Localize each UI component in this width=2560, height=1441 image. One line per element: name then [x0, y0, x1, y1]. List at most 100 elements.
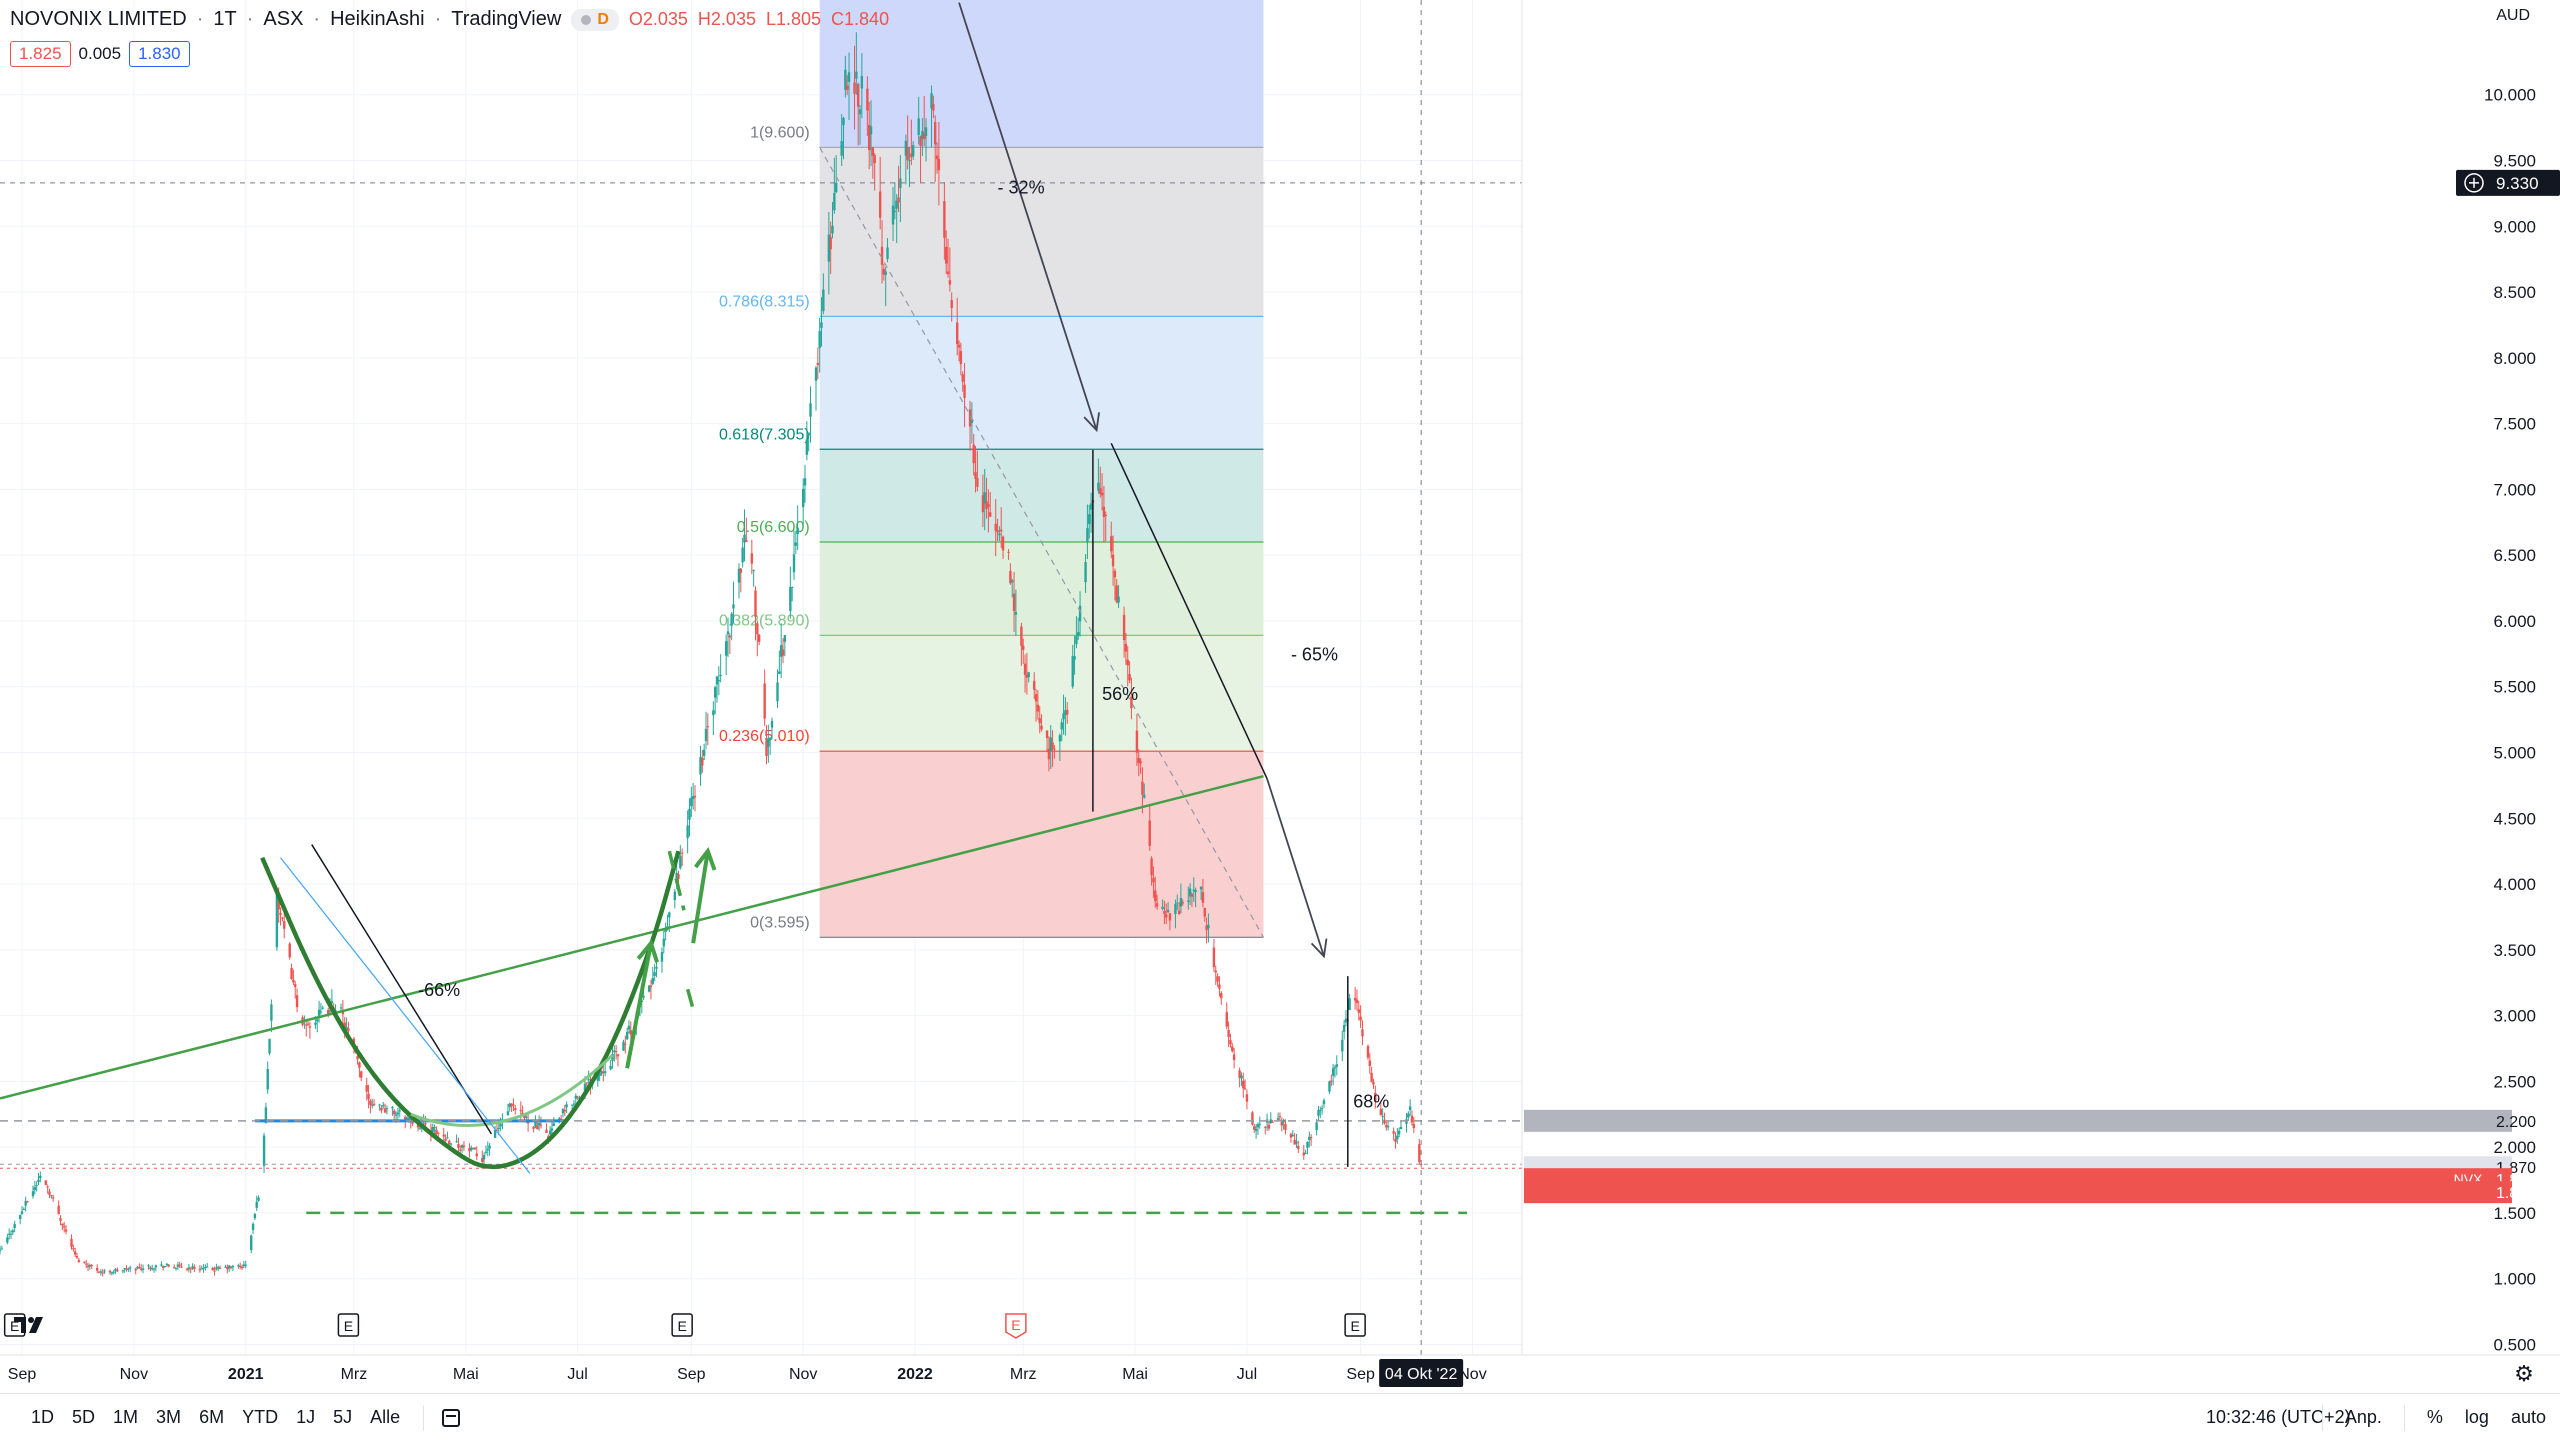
candle-body [18, 1215, 22, 1220]
candle-body [1066, 709, 1069, 715]
scale-option-adjust[interactable]: Anp. [2344, 1407, 2382, 1427]
ask-price-button[interactable]: 1.830 [129, 41, 190, 67]
candle-body [981, 495, 985, 513]
scale-option-log[interactable]: log [2464, 1407, 2489, 1427]
legend-symbol[interactable]: NOVONIX LIMITED [10, 8, 187, 30]
candle-body [383, 1108, 387, 1113]
candle-body [24, 1200, 27, 1206]
fib-zone [819, 147, 1264, 317]
candle-body [95, 1267, 99, 1271]
candle-body [1381, 1116, 1384, 1118]
candle-body [739, 568, 743, 573]
candle-body [523, 1115, 526, 1119]
time-tick-label: Nov [789, 1366, 817, 1383]
candle-body [724, 641, 728, 656]
candle-body [251, 1223, 255, 1231]
earnings-marker[interactable]: E [1005, 1313, 1027, 1339]
candle-body [224, 1266, 227, 1268]
candle-body [713, 687, 717, 698]
candle-body [59, 1217, 62, 1221]
candle-body [770, 720, 774, 728]
timeframe-3m[interactable]: 3M [156, 1407, 182, 1427]
candle-body [904, 140, 908, 156]
time-axis[interactable]: Sep Nov 2021 Mrz Mai Jul Sep Nov 2022 Mrz Mai Jul Se… [0, 1354, 2560, 1393]
candle-body [217, 1266, 220, 1268]
candle-body [281, 917, 284, 919]
trendline-black[interactable] [311, 844, 493, 1135]
candle-body [827, 234, 831, 262]
timeframe-1m[interactable]: 1M [113, 1407, 139, 1427]
timeframe-5j[interactable]: 5J [333, 1407, 353, 1427]
fibonacci-retracement[interactable]: 1(9.600) 0.786(8.315) 0.618(7.305) 0.5(6.60… [719, 0, 1264, 938]
candle-body [552, 1123, 555, 1126]
price-axis[interactable]: AUD 10.000 9.500 9.000 8.500 8.000 7.500 7.000 6… [1521, 0, 2560, 1393]
candle-body [1284, 1123, 1287, 1131]
candle-body [446, 1137, 449, 1139]
candle-body [1071, 656, 1074, 687]
price-chart[interactable]: 1(9.600) 0.786(8.315) 0.618(7.305) 0.5(6.60… [0, 0, 2560, 1393]
timeframe-6m[interactable]: 6M [199, 1407, 225, 1427]
candle-body [1012, 593, 1016, 612]
trendline-blue[interactable] [280, 857, 531, 1174]
gear-icon[interactable]: ⚙ [2514, 1361, 2534, 1386]
trendline-black[interactable] [1110, 443, 1268, 780]
scale-option-percent[interactable]: % [2426, 1407, 2443, 1427]
candle-body [1075, 636, 1078, 645]
candle-body [957, 344, 961, 348]
timeframe-1d[interactable]: 1D [31, 1407, 55, 1427]
trendline-green[interactable] [0, 774, 1264, 1100]
candle-body [211, 1267, 214, 1271]
arrow-line[interactable] [958, 2, 1098, 431]
candle-body [891, 205, 895, 225]
arrow-line[interactable] [1266, 778, 1325, 957]
calendar-icon[interactable] [442, 1408, 461, 1427]
candle-body [1122, 614, 1126, 641]
candles [0, 32, 1423, 1277]
candle-body [844, 69, 847, 90]
timeframe-5d[interactable]: 5D [72, 1407, 96, 1427]
currency-label: AUD [2496, 7, 2530, 24]
candle-body [488, 1145, 491, 1149]
candle-body [141, 1268, 145, 1270]
candle-body [455, 1141, 458, 1143]
candle-body [306, 1023, 310, 1025]
breakout-arrows-green[interactable] [625, 847, 717, 1069]
earnings-marker[interactable]: E [1344, 1313, 1366, 1337]
candle-body [1155, 903, 1159, 907]
candle-body [1319, 1109, 1322, 1112]
candle-body [1418, 1144, 1421, 1163]
candle-body [1036, 704, 1040, 712]
candle-body [792, 554, 796, 573]
market-status-badge[interactable]: D [571, 8, 619, 31]
candle-body [704, 728, 708, 741]
candle-body [1077, 632, 1080, 636]
cup-pattern-curve[interactable] [260, 850, 681, 1170]
timeframe-1j[interactable]: 1J [296, 1407, 316, 1427]
earnings-marker[interactable]: E [671, 1313, 693, 1337]
timeframe-ytd[interactable]: YTD [242, 1407, 279, 1427]
legend-chart-style: HeikinAshi [330, 8, 425, 30]
clock-timezone[interactable]: 10:32:46 (UTC+2) [2206, 1407, 2351, 1427]
price-tick-label: 3.500 [2493, 941, 2536, 960]
candle-body [790, 586, 794, 588]
candle-body [570, 1104, 574, 1106]
candle-body [1407, 1113, 1410, 1118]
candle-body [1372, 1081, 1375, 1085]
candle-body [884, 271, 887, 276]
legend-interval[interactable]: 1T [213, 8, 237, 30]
crosshair-plus-icon[interactable] [2464, 173, 2484, 193]
candle-body [833, 193, 836, 211]
earnings-marker[interactable]: E [337, 1313, 360, 1337]
candle-body [745, 539, 748, 543]
candle-body [1297, 1145, 1300, 1149]
candle-body [39, 1175, 42, 1179]
bid-price-button[interactable]: 1.825 [10, 41, 71, 67]
candle-body [690, 797, 693, 807]
candle-body [583, 1083, 587, 1091]
candle-body [923, 133, 926, 140]
candle-body [1111, 554, 1115, 567]
candle-body [855, 71, 858, 79]
timeframe-alle[interactable]: Alle [370, 1407, 401, 1427]
scale-option-auto[interactable]: auto [2510, 1407, 2546, 1427]
tradingview-logo-icon[interactable] [12, 1313, 46, 1337]
